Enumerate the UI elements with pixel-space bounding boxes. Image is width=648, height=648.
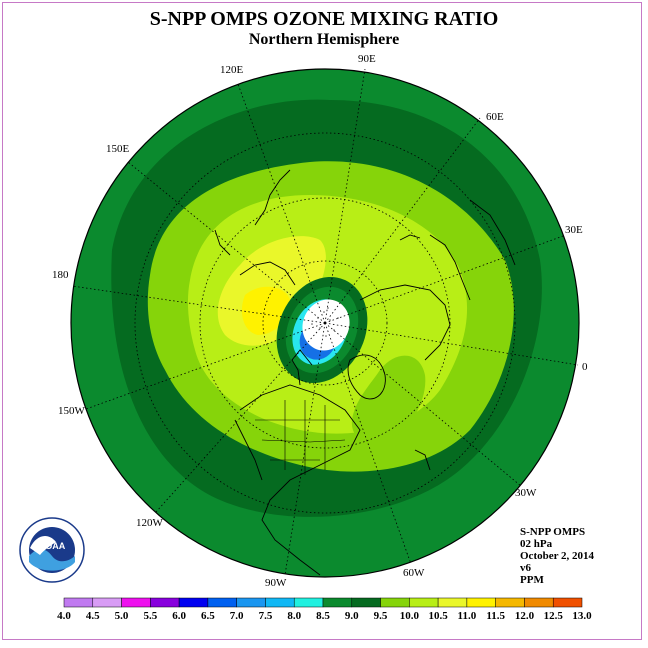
arctic-islands <box>291 349 313 386</box>
field-10.5-11 <box>241 286 291 335</box>
info-version: v6 <box>520 562 531 574</box>
colorbar-label: 11.0 <box>458 610 477 622</box>
colorbar-swatch <box>437 597 468 608</box>
lon-label-60w: 60W <box>403 567 425 579</box>
colorbar-swatch <box>351 597 381 608</box>
caspian <box>399 234 421 241</box>
noaa-logo: NOAA <box>19 517 85 583</box>
colorbar-swatch <box>524 597 554 608</box>
lon-label-30w: 30W <box>515 487 537 499</box>
colorbar-label: 4.5 <box>86 610 100 622</box>
vortex-nodata <box>302 299 350 351</box>
colorbar-swatch <box>121 597 151 608</box>
colorbar-swatch <box>322 597 353 608</box>
lon-label-30e: 30E <box>565 224 583 236</box>
info-level: 02 hPa <box>520 538 553 550</box>
colorbar-swatch <box>207 597 237 608</box>
lon-label-0: 0 <box>582 361 588 373</box>
colorbar-label: 5.5 <box>143 610 157 622</box>
colorbar-swatch <box>178 597 209 608</box>
colorbar-label: 6.5 <box>201 610 215 622</box>
info-product: S-NPP OMPS <box>520 526 586 538</box>
globe-outline <box>70 68 580 578</box>
map-title: S-NPP OMPS OZONE MIXING RATIO <box>149 8 499 30</box>
colorbar-label: 10.5 <box>428 610 448 622</box>
colorbar-swatch <box>92 597 122 608</box>
siberia-coast <box>239 261 296 286</box>
caribbean <box>414 449 431 471</box>
lon-label-180: 180 <box>52 269 69 281</box>
colorbar-swatch <box>265 597 295 608</box>
colorbar-label: 9.5 <box>374 610 388 622</box>
colorbar-swatch <box>380 597 410 608</box>
colorbar-label: 7.5 <box>259 610 273 622</box>
map-subtitle: Northern Hemisphere <box>248 31 400 48</box>
info-units: PPM <box>520 574 544 586</box>
colorbar-swatch <box>409 597 439 608</box>
europe-coast <box>429 234 471 301</box>
colorbar-label: 8.5 <box>316 610 330 622</box>
colorbar-swatch <box>495 597 525 608</box>
colorbar-swatch <box>552 597 583 608</box>
colorbar-label: 4.0 <box>57 610 71 622</box>
eurasia-coast-north <box>359 284 451 361</box>
colorbar: 4.0 4.5 5.0 5.5 6.0 6.5 7.0 7.5 8.0 8.5 9.0 9.5 10.0… <box>57 597 592 622</box>
colorbar-label: 12.5 <box>544 610 564 622</box>
us-state-lines <box>255 400 346 475</box>
lon-label-120e: 120E <box>220 64 244 76</box>
greenland-coast <box>347 354 386 400</box>
colorbar-label: 7.0 <box>230 610 244 622</box>
info-date: October 2, 2014 <box>520 550 595 562</box>
lon-label-60e: 60E <box>486 111 504 123</box>
field-9-9.5-patch <box>351 355 426 444</box>
lon-label-90w: 90W <box>265 577 287 589</box>
colorbar-label: 10.0 <box>400 610 420 622</box>
africa-coast-north <box>469 199 516 266</box>
ozone-field <box>71 69 579 577</box>
colorbar-label: 8.0 <box>287 610 301 622</box>
coastlines <box>214 169 516 576</box>
lon-label-150e: 150E <box>106 143 130 155</box>
east-asia-coast <box>254 169 291 226</box>
west-coast <box>234 419 263 481</box>
pole-stipple <box>311 307 339 337</box>
colorbar-label: 13.0 <box>572 610 592 622</box>
colorbar-swatch <box>466 597 496 608</box>
colorbar-swatch <box>236 597 266 608</box>
north-america-coast <box>239 384 361 576</box>
lon-label-120w: 120W <box>136 517 164 529</box>
colorbar-swatch <box>293 597 324 608</box>
page-frame <box>2 2 642 640</box>
colorbar-swatch <box>150 597 180 608</box>
colorbar-swatch <box>63 597 94 608</box>
colorbar-label: 9.0 <box>345 610 359 622</box>
lon-label-90e: 90E <box>358 53 376 65</box>
colorbar-label: 12.0 <box>515 610 535 622</box>
colorbar-label: 11.5 <box>486 610 505 622</box>
kamchatka <box>214 229 231 256</box>
noaa-logo-text: NOAA <box>39 541 66 551</box>
colorbar-label: 6.0 <box>172 610 186 622</box>
lon-label-150w: 150W <box>58 405 86 417</box>
colorbar-label: 5.0 <box>115 610 129 622</box>
